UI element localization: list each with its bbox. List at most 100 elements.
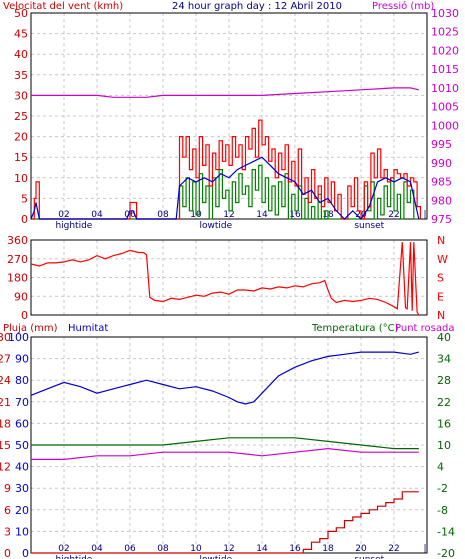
temperature-line	[31, 437, 419, 450]
dewpoint-line	[31, 447, 419, 460]
compass-tick: W	[437, 253, 448, 266]
rain-axis-title: Pluja (mm)	[3, 323, 58, 334]
plot-frame	[30, 12, 428, 220]
compass-tick: E	[437, 290, 444, 303]
compass-tick: N	[437, 309, 445, 322]
x-tick-label: |	[423, 210, 426, 220]
x-tick-label: 12	[223, 210, 234, 220]
x-tick-label: 02	[58, 210, 69, 220]
temperature-tick: -8	[437, 504, 448, 517]
rain-tick: 21	[0, 396, 11, 409]
x-tick-label: 22	[388, 544, 399, 554]
humidity-tick: 20	[15, 504, 29, 517]
x-tick-label: 20	[355, 544, 367, 554]
pressure-tick: 1020	[431, 44, 459, 57]
wind-direction-tick: 360	[7, 234, 28, 247]
x-tick-label: |	[423, 544, 426, 554]
temperature-tick: 10	[437, 439, 451, 452]
pressure-tick: 1005	[431, 101, 459, 114]
rain-tick: 0	[4, 547, 11, 559]
wind-speed-tick: 0	[21, 213, 28, 226]
humidity-tick: 100	[8, 331, 29, 344]
humidity-tick: 70	[15, 396, 29, 409]
wind-direction-tick: 0	[21, 309, 28, 322]
pressure-tick: 1025	[431, 26, 459, 39]
pressure-axis-title: Pressió (mb)	[372, 0, 434, 12]
temperature-tick: 34	[437, 353, 451, 366]
humidity-tick: 10	[15, 525, 29, 538]
temperature-tick: -14	[437, 525, 455, 538]
pressure-tick: 1030	[431, 7, 459, 20]
x-tick-label: 14	[256, 210, 268, 220]
wind-direction-line	[30, 242, 420, 316]
wind-speed-tick: 50	[14, 7, 28, 20]
rain-tick: 3	[4, 525, 11, 538]
wind-gust-line	[31, 119, 421, 220]
rain-tick: 30	[0, 331, 11, 344]
temperature-tick: 22	[437, 396, 451, 409]
wind-direction-tick: 90	[14, 290, 28, 303]
pressure-tick: 975	[431, 213, 452, 226]
rain-tick: 6	[4, 504, 11, 517]
temperature-tick: -20	[437, 547, 455, 559]
pressure-line	[31, 87, 419, 98]
x-tick-label: 22	[388, 210, 399, 220]
wind-speed-tick: 5	[21, 192, 28, 205]
humidity-tick: 0	[22, 547, 29, 559]
x-tick-label: 08	[157, 210, 169, 220]
pressure-tick: 1015	[431, 63, 459, 76]
wind-pressure-panel: 0510152025303540455097598098599099510001…	[14, 7, 459, 231]
x-tick-label: 16	[289, 544, 301, 554]
humidity-line	[30, 351, 419, 405]
dewpoint-axis-title: Punt rosada	[395, 323, 454, 334]
x-tick-label: 14	[256, 544, 268, 554]
pressure-tick: 1010	[431, 82, 459, 95]
compass-tick: S	[437, 272, 444, 285]
wind-direction-tick: 180	[7, 272, 28, 285]
temperature-tick: 16	[437, 417, 451, 430]
humidity-tick: 60	[15, 417, 29, 430]
humidity-tick: 30	[15, 482, 29, 495]
x-tick-label: 06	[124, 544, 136, 554]
temperature-tick: -2	[437, 482, 448, 495]
compass-tick: N	[437, 234, 445, 247]
temperature-axis-title: Temperatura (°C)	[311, 323, 399, 334]
rain-tick: 12	[0, 461, 11, 474]
humidity-tick: 90	[15, 353, 29, 366]
wind-speed-tick: 45	[14, 28, 28, 41]
x-marker-label: hightide	[55, 221, 92, 231]
wind-speed-tick: 40	[14, 48, 28, 61]
wind-direction-tick: 270	[7, 253, 28, 266]
x-marker-label: hightide	[55, 555, 92, 559]
rain-humidity-temperature-panel: 0369121518212427300102030405060708090100…	[0, 331, 455, 559]
wind-speed-tick: 20	[14, 131, 28, 144]
x-tick-label: 18	[322, 544, 334, 554]
rain-tick: 27	[0, 353, 11, 366]
x-tick-label: 16	[289, 210, 301, 220]
pressure-tick: 1000	[431, 119, 459, 132]
x-tick-label: 12	[223, 544, 234, 554]
x-tick-label: 04	[91, 210, 103, 220]
wind-speed-tick: 30	[14, 89, 28, 102]
x-marker-label: sunset	[354, 555, 384, 559]
x-tick-label: 08	[157, 544, 169, 554]
plot-frame	[30, 239, 428, 316]
pressure-tick: 995	[431, 138, 452, 151]
humidity-tick: 40	[15, 461, 29, 474]
rain-line	[31, 491, 419, 554]
x-tick-label: 02	[58, 544, 69, 554]
rain-tick: 9	[4, 482, 11, 495]
pressure-tick: 990	[431, 157, 452, 170]
rain-tick: 18	[0, 417, 11, 430]
wind-speed-tick: 10	[14, 172, 28, 185]
x-tick-label: 04	[91, 544, 103, 554]
wind-average-line	[30, 156, 420, 220]
wind-speed-tick: 15	[14, 151, 28, 164]
temperature-tick: 28	[437, 374, 451, 387]
wind-green-line	[31, 164, 419, 220]
temperature-tick: 4	[437, 461, 444, 474]
rain-tick: 24	[0, 374, 11, 387]
wind-speed-tick: 25	[14, 110, 28, 123]
